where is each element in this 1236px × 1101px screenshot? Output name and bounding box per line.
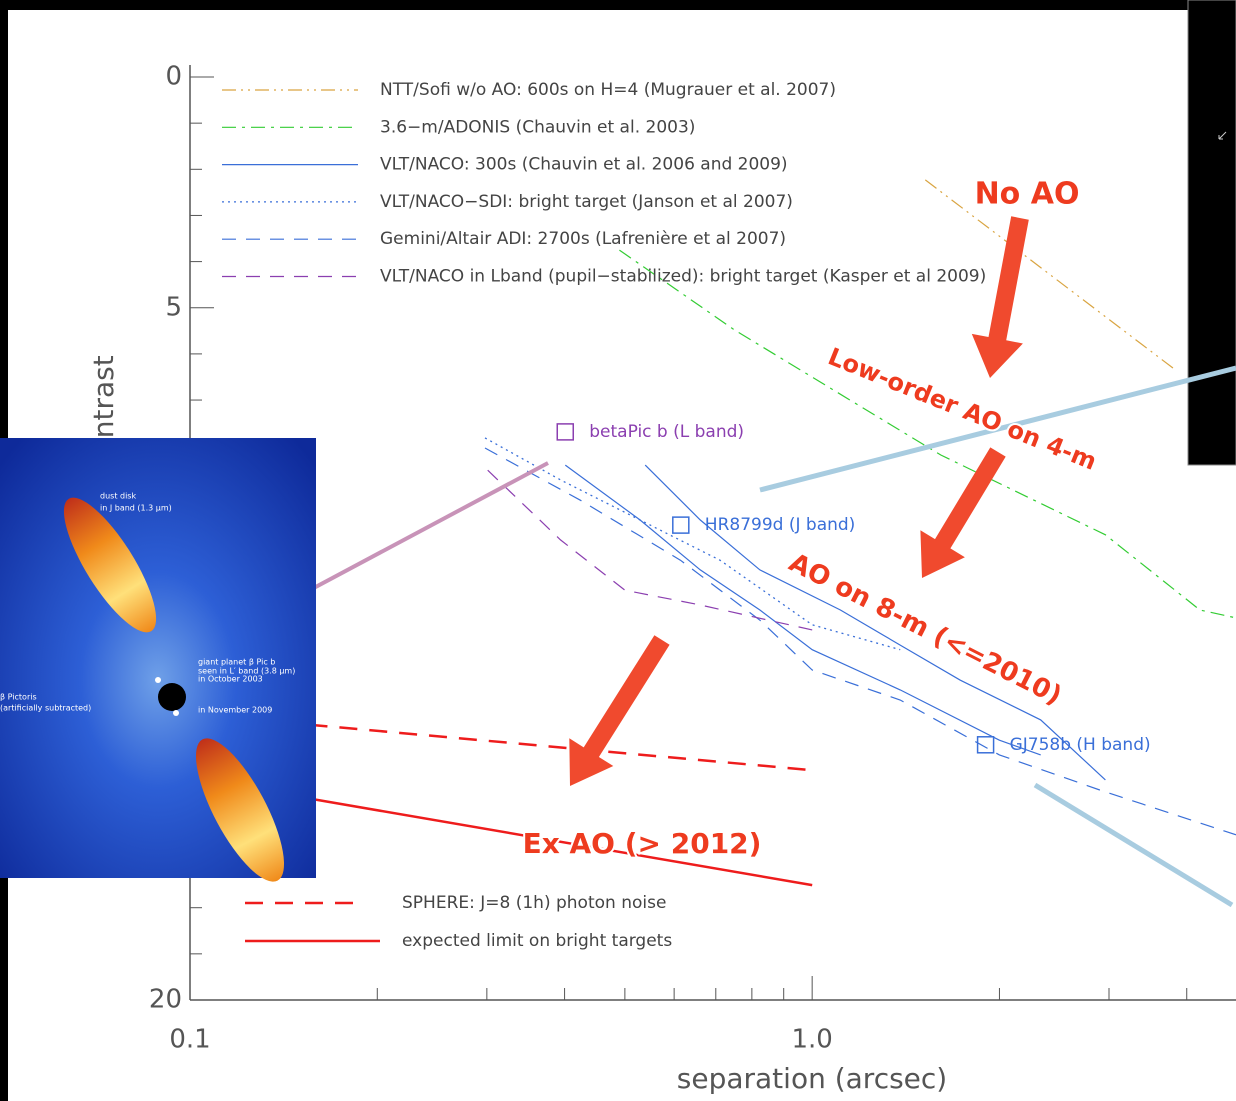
x-tick-label: 1.0 bbox=[791, 1025, 832, 1055]
planet-label: HR8799d (J band) bbox=[705, 515, 856, 535]
legend-label: VLT/NACO in Lband (pupil−stabilized): br… bbox=[380, 267, 986, 287]
inset-label: in October 2003 bbox=[198, 675, 263, 684]
legend-label: expected limit on bright targets bbox=[402, 931, 672, 951]
x-axis-label: separation (arcsec) bbox=[677, 1062, 947, 1095]
dark-panel bbox=[1188, 0, 1236, 465]
inset-label: β Pictoris bbox=[0, 693, 37, 702]
y-tick-label: 20 bbox=[149, 985, 182, 1015]
legend-label: 3.6−m/ADONIS (Chauvin et al. 2003) bbox=[380, 117, 695, 137]
y-tick-label: 0 bbox=[165, 62, 182, 92]
legend-label: VLT/NACO−SDI: bright target (Janson et a… bbox=[380, 192, 793, 212]
inset-label: dust disk bbox=[100, 492, 136, 501]
x-tick-label: 0.1 bbox=[169, 1025, 210, 1055]
inset-label: giant planet β Pic b bbox=[198, 658, 275, 667]
planet-dot bbox=[155, 677, 161, 683]
inset-image: dust disk in J band (1.3 μm) giant planet … bbox=[0, 438, 316, 893]
page: separation (arcsec) contrast 05200.11.0N… bbox=[0, 0, 1236, 1101]
legend-label: SPHERE: J=8 (1h) photon noise bbox=[402, 893, 666, 913]
chart: separation (arcsec) contrast 05200.11.0N… bbox=[0, 0, 1236, 1101]
star-mask bbox=[158, 683, 186, 711]
inset-label: in J band (1.3 μm) bbox=[100, 504, 172, 513]
y-tick-label: 5 bbox=[165, 292, 182, 322]
legend-label: Gemini/Altair ADI: 2700s (Lafrenière et … bbox=[380, 229, 786, 249]
annotation: Ex AO (> 2012) bbox=[523, 827, 762, 860]
planet-dot bbox=[173, 710, 179, 716]
inset-label: (artificially subtracted) bbox=[0, 704, 91, 713]
planet-label: betaPic b (L band) bbox=[589, 422, 744, 442]
legend-label: NTT/Sofi w/o AO: 600s on H=4 (Mugrauer e… bbox=[380, 80, 836, 100]
annotation: No AO bbox=[975, 177, 1080, 212]
inset-label: in November 2009 bbox=[198, 706, 272, 715]
legend-label: VLT/NACO: 300s (Chauvin et al. 2006 and … bbox=[380, 155, 788, 175]
planet-label: GJ758b (H band) bbox=[1010, 735, 1151, 755]
